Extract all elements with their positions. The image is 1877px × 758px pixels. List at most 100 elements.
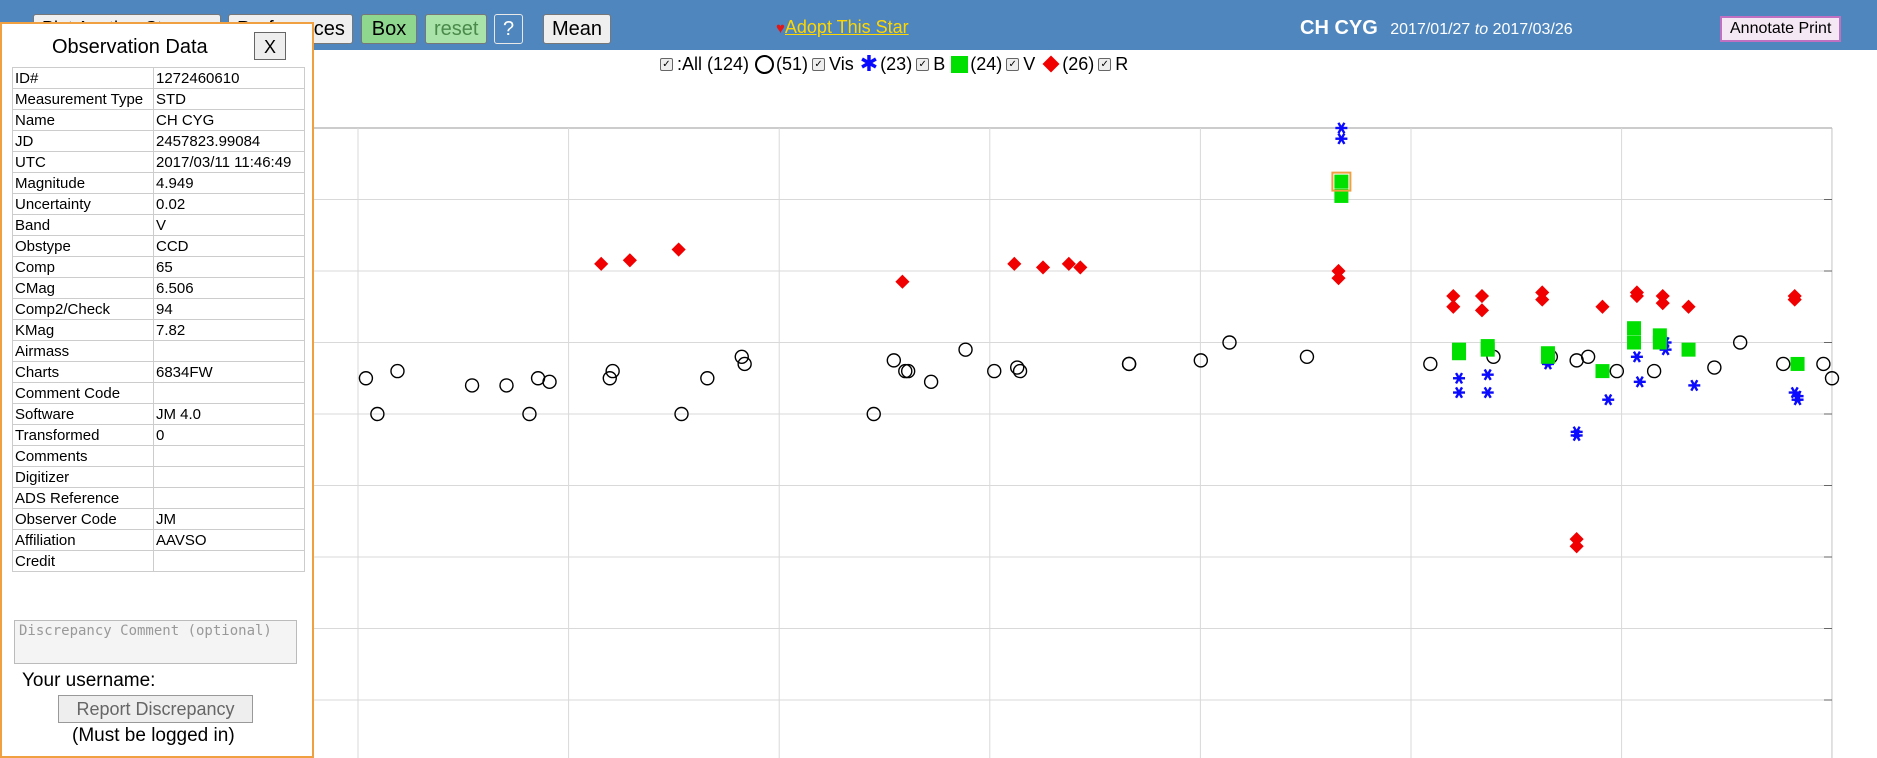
vis-point <box>499 378 514 393</box>
field-value: 7.82 <box>153 319 305 341</box>
table-row: Charts 6834FW <box>12 361 305 383</box>
vis-point <box>958 342 973 357</box>
table-row: Comp2/Check 94 <box>12 298 305 320</box>
r-point <box>1331 271 1346 286</box>
field-name: Transformed <box>12 424 154 446</box>
observation-table: ID# 1272460610 Measurement Type STD Name CH C… <box>12 67 305 572</box>
field-name: Software <box>12 403 154 425</box>
r-point <box>1073 260 1088 275</box>
mean-button[interactable]: Mean <box>543 14 611 44</box>
vis-point <box>674 406 689 422</box>
v-point <box>1540 349 1555 364</box>
v-point <box>1480 342 1495 357</box>
vis-point <box>1012 363 1028 379</box>
field-name: Observer Code <box>12 508 154 530</box>
date-to-word: to <box>1474 21 1489 38</box>
field-value <box>153 466 305 488</box>
b-point-stroke <box>1483 368 1492 381</box>
b-point <box>1481 368 1494 381</box>
vis-point <box>390 363 405 379</box>
r-checkbox[interactable]: ✓ <box>1098 57 1112 71</box>
box-button[interactable]: Box <box>361 14 417 44</box>
adopt-link[interactable]: ♥Adopt This Star <box>776 17 909 38</box>
adopt-label[interactable]: Adopt This Star <box>784 17 909 37</box>
table-row: UTC 2017/03/11 11:46:49 <box>12 151 305 173</box>
b-point-stroke <box>1661 343 1670 356</box>
vis-label: Vis <box>829 53 854 74</box>
vis-point <box>1609 363 1625 379</box>
b-point-stroke <box>1454 372 1464 385</box>
v-point <box>1334 174 1349 189</box>
b-point-stroke <box>1632 351 1641 363</box>
field-name: Uncertainty <box>12 193 154 215</box>
date-from: 2017/01/27 <box>1390 21 1471 38</box>
b-point-stroke <box>1790 386 1799 399</box>
field-value <box>153 382 305 404</box>
b-checkbox[interactable]: ✓ <box>916 57 930 71</box>
discrepancy-comment-input[interactable] <box>14 620 297 664</box>
field-name: Name <box>12 109 154 131</box>
vis-point <box>1009 360 1025 375</box>
b-point <box>1335 122 1348 134</box>
field-value: CCD <box>153 235 305 257</box>
field-value: V <box>153 214 305 236</box>
field-name: Airmass <box>12 340 154 362</box>
table-row: Comp 65 <box>12 256 305 278</box>
table-row: Measurement Type STD <box>12 88 305 110</box>
annotate-print-button[interactable]: Annotate Print <box>1720 16 1842 42</box>
all-checkbox[interactable]: ✓ <box>660 57 673 71</box>
field-name: Comments <box>12 445 154 467</box>
table-row: Software JM 4.0 <box>12 403 305 425</box>
field-value: STD <box>153 88 305 110</box>
vis-point <box>605 363 620 379</box>
vis-point <box>370 406 385 422</box>
vis-point <box>886 353 902 368</box>
r-point <box>1474 288 1490 304</box>
v-point <box>1334 188 1349 203</box>
r-point <box>1787 292 1802 307</box>
vis-checkbox[interactable]: ✓ <box>812 57 826 71</box>
green-square-icon <box>951 55 969 73</box>
field-value <box>153 340 305 362</box>
vis-point <box>1707 360 1722 375</box>
field-value: 1272460610 <box>153 67 305 89</box>
field-value: 2457823.99084 <box>153 130 305 152</box>
field-value <box>153 487 305 509</box>
b-point <box>1335 132 1348 145</box>
r-point <box>1446 288 1461 304</box>
field-value: 6.506 <box>153 277 305 299</box>
report-discrepancy-button[interactable]: Report Discrepancy <box>58 695 253 723</box>
red-diamond-icon <box>1042 55 1060 73</box>
b-point-stroke <box>1337 122 1346 134</box>
r-point <box>1035 260 1051 275</box>
vis-point <box>522 406 537 422</box>
v-checkbox[interactable]: ✓ <box>1006 57 1020 71</box>
table-row: Comments <box>12 445 305 467</box>
b-point-stroke <box>1690 379 1699 392</box>
b-point <box>1453 372 1466 385</box>
field-name: Comment Code <box>12 382 154 404</box>
table-row: Transformed 0 <box>12 424 305 446</box>
table-row: Obstype CCD <box>12 235 305 257</box>
field-name: Measurement Type <box>12 88 154 110</box>
open-circle-icon <box>755 54 775 74</box>
table-row: Comment Code <box>12 382 305 404</box>
table-row: Magnitude 4.949 <box>12 172 305 194</box>
legend: ✓:All (124) (51) ✓ Vis ✱ (23) ✓ B (24) ✓ V (26)… <box>656 51 1134 76</box>
table-row: Credit <box>12 550 305 572</box>
r-point <box>1569 532 1584 547</box>
blue-star-icon: ✱ <box>859 51 879 76</box>
field-name: Affiliation <box>12 529 154 551</box>
r-point <box>1655 288 1670 304</box>
b-point <box>1788 386 1801 399</box>
table-row: ID# 1272460610 <box>12 67 305 89</box>
r-point <box>1535 292 1550 307</box>
table-row: KMag 7.82 <box>12 319 305 341</box>
field-name: Obstype <box>12 235 154 257</box>
v-count: (24) <box>970 53 1003 74</box>
v-point <box>1627 321 1642 336</box>
reset-button[interactable]: reset <box>425 14 487 44</box>
help-button[interactable]: ? <box>494 14 523 44</box>
close-button[interactable]: X <box>254 32 286 60</box>
field-value: 2017/03/11 11:46:49 <box>153 151 305 173</box>
